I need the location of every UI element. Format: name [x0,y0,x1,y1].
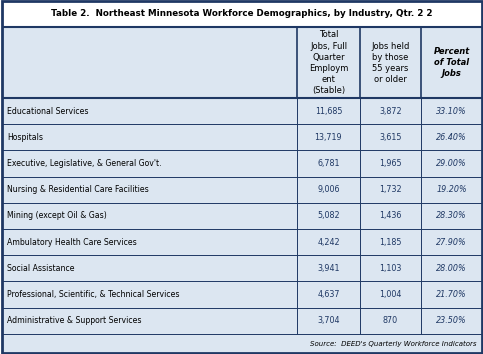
Text: 33.10%: 33.10% [436,107,467,116]
Bar [2,124,482,150]
Bar [2,308,482,334]
Text: 1,185: 1,185 [379,238,402,247]
Text: 5,082: 5,082 [317,211,340,221]
Bar [2,1,482,27]
Text: Ambulatory Health Care Services: Ambulatory Health Care Services [7,238,137,247]
Bar [2,177,482,203]
Bar [2,27,482,98]
Text: Total
Jobs, Full
Quarter
Employm
ent
(Stable): Total Jobs, Full Quarter Employm ent (St… [309,30,348,95]
Bar [2,229,482,255]
Text: Source:  DEED's Quarterly Workforce Indicators: Source: DEED's Quarterly Workforce Indic… [310,341,476,347]
Text: 4,637: 4,637 [317,290,340,299]
Bar [2,203,482,229]
Text: Nursing & Residential Care Facilities: Nursing & Residential Care Facilities [7,185,149,194]
Text: Jobs held
by those
55 years
or older: Jobs held by those 55 years or older [371,41,410,84]
Text: 3,615: 3,615 [379,133,402,142]
Text: 26.40%: 26.40% [436,133,467,142]
Text: 870: 870 [383,316,398,325]
Bar [2,255,482,281]
Text: Administrative & Support Services: Administrative & Support Services [7,316,142,325]
Bar [2,150,482,177]
Text: 1,965: 1,965 [379,159,402,168]
Text: 21.70%: 21.70% [436,290,467,299]
Text: 9,006: 9,006 [317,185,340,194]
Text: 13,719: 13,719 [314,133,342,142]
Text: 1,436: 1,436 [379,211,402,221]
Text: 19.20%: 19.20% [436,185,467,194]
Text: Educational Services: Educational Services [7,107,89,116]
Text: 4,242: 4,242 [317,238,340,247]
Text: 6,781: 6,781 [317,159,340,168]
Text: 27.90%: 27.90% [436,238,467,247]
Text: 23.50%: 23.50% [436,316,467,325]
Text: 3,941: 3,941 [317,264,340,273]
Text: Executive, Legislative, & General Gov't.: Executive, Legislative, & General Gov't. [7,159,162,168]
Text: Mining (except Oil & Gas): Mining (except Oil & Gas) [7,211,107,221]
Text: 1,004: 1,004 [379,290,402,299]
Text: 11,685: 11,685 [315,107,342,116]
Bar [2,281,482,308]
Text: 1,103: 1,103 [379,264,402,273]
Text: Professional, Scientific, & Technical Services: Professional, Scientific, & Technical Se… [7,290,180,299]
Text: 29.00%: 29.00% [436,159,467,168]
Bar [2,334,482,353]
Text: 3,872: 3,872 [379,107,402,116]
Text: Social Assistance: Social Assistance [7,264,75,273]
Text: Percent
of Total
Jobs: Percent of Total Jobs [433,47,470,78]
Text: Hospitals: Hospitals [7,133,43,142]
Text: 3,704: 3,704 [317,316,340,325]
Text: 28.00%: 28.00% [436,264,467,273]
Text: 28.30%: 28.30% [436,211,467,221]
Bar [2,98,482,124]
Text: Table 2.  Northeast Minnesota Workforce Demographics, by Industry, Qtr. 2 2: Table 2. Northeast Minnesota Workforce D… [52,10,433,18]
Text: 1,732: 1,732 [379,185,402,194]
